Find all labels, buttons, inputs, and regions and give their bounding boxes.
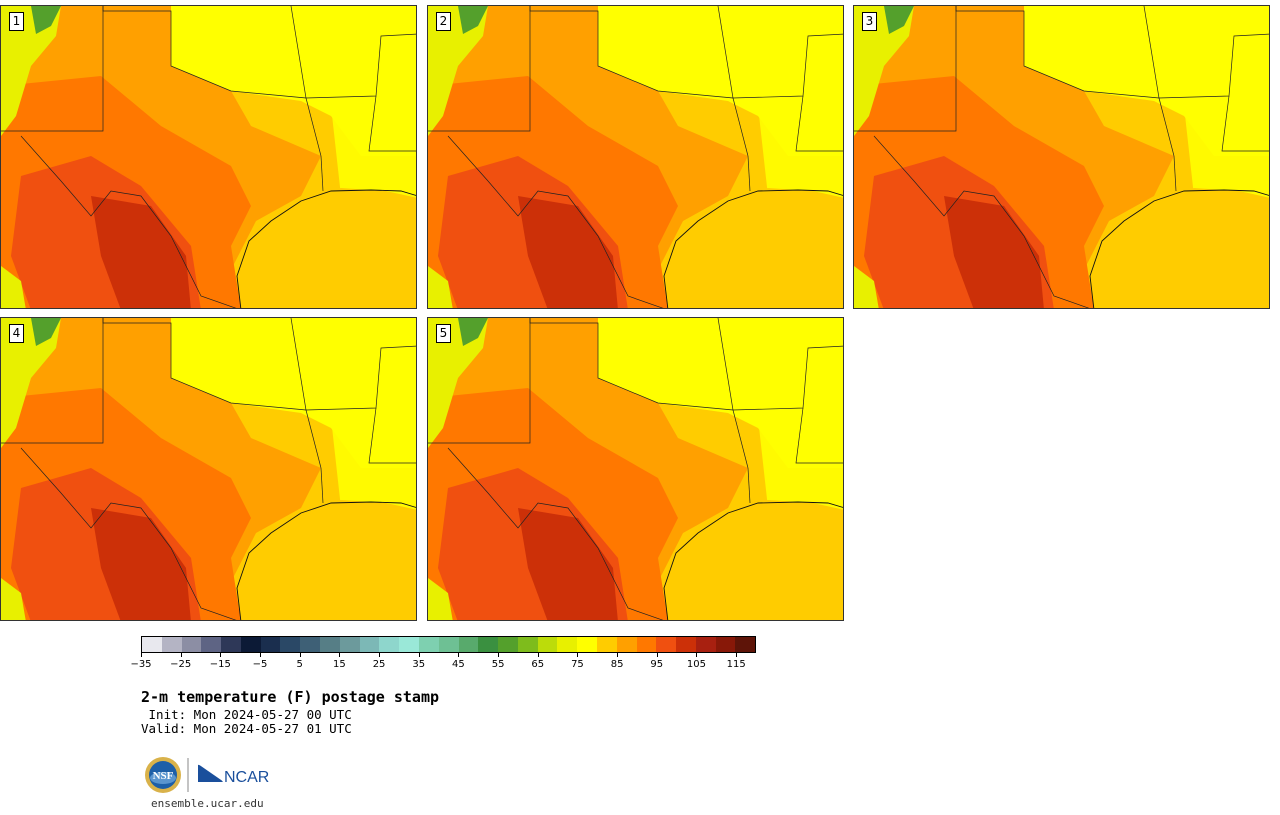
colorbar-tick-label: −35 [130, 659, 152, 670]
colorbar-tick [537, 653, 539, 657]
colorbar-tick [379, 653, 381, 657]
colorbar-tick [736, 653, 738, 657]
ensemble-member-panel-2: 2 [427, 5, 844, 309]
temperature-map [854, 6, 1269, 308]
colorbar-tick [260, 653, 262, 657]
plot-title: 2-m temperature (F) postage stamp [141, 688, 440, 706]
colorbar-segment [260, 637, 281, 652]
member-number: 2 [436, 12, 451, 31]
colorbar-segment [181, 637, 202, 652]
valid-time: Valid: Mon 2024-05-27 01 UTC [141, 721, 352, 736]
colorbar-segment [577, 637, 597, 652]
colorbar-segment [537, 637, 558, 652]
colorbar-tick-label: 55 [491, 659, 505, 670]
ensemble-member-panel-1: 1 [0, 5, 417, 309]
colorbar-tick [458, 653, 460, 657]
colorbar-segment [695, 637, 716, 652]
colorbar-segment [161, 637, 182, 652]
colorbar-segment [715, 637, 736, 652]
ncar-logo-icon: NCAR [197, 763, 269, 786]
colorbar-segment [735, 637, 756, 652]
colorbar-segment [636, 637, 657, 652]
colorbar-tick [656, 653, 658, 657]
colorbar-tick [299, 653, 301, 657]
member-number: 5 [436, 324, 451, 343]
member-number: 3 [862, 12, 877, 31]
ncar-logo-text: NCAR [224, 769, 269, 786]
colorbar-tick-label: 105 [686, 659, 707, 670]
temperature-map [428, 318, 843, 620]
colorbar-ticks: −35 −25 −15 −5 5 15 25 35 45 55 65 75 85 95 105 115 [130, 653, 756, 673]
colorbar-tick-label: 65 [531, 659, 545, 670]
colorbar-tick [220, 653, 222, 657]
colorbar-segment [656, 637, 677, 652]
colorbar-segment [498, 637, 518, 652]
temperature-colorbar [141, 636, 756, 653]
colorbar-segment [418, 637, 439, 652]
colorbar-segment [359, 637, 380, 652]
colorbar-segment [557, 637, 578, 652]
colorbar-tick [180, 653, 182, 657]
colorbar-segment [300, 637, 321, 652]
colorbar-tick-label: −25 [170, 659, 192, 670]
colorbar-segment [280, 637, 301, 652]
colorbar-segment [438, 637, 459, 652]
colorbar-tick [418, 653, 420, 657]
colorbar-segment [616, 637, 637, 652]
colorbar-segment [458, 637, 479, 652]
colorbar-tick-label: 35 [412, 659, 426, 670]
colorbar-segment [201, 637, 222, 652]
colorbar-segment [399, 637, 419, 652]
colorbar-segment [379, 637, 400, 652]
colorbar-segment [240, 637, 261, 652]
ensemble-member-panel-5: 5 [427, 317, 844, 621]
colorbar-segment [221, 637, 241, 652]
colorbar-tick-label: 85 [610, 659, 624, 670]
colorbar-tick [498, 653, 500, 657]
colorbar-tick-label: 75 [571, 659, 584, 670]
colorbar-segment [142, 637, 162, 652]
colorbar-segment [596, 637, 617, 652]
colorbar-tick-label: 95 [650, 659, 664, 670]
colorbar-tick-label: −5 [252, 659, 268, 670]
member-number: 4 [9, 324, 24, 343]
colorbar-tick-label: 25 [372, 659, 386, 670]
temperature-map [1, 318, 416, 620]
colorbar-tick [141, 653, 142, 657]
colorbar-tick [696, 653, 698, 657]
colorbar-tick-label: 45 [452, 659, 465, 670]
colorbar-tick [617, 653, 619, 657]
member-number: 1 [9, 12, 24, 31]
ensemble-member-panel-3: 3 [853, 5, 1270, 309]
colorbar-segment [478, 637, 499, 652]
nsf-logo-text: NSF [153, 770, 174, 782]
temperature-map [1, 6, 416, 308]
colorbar-tick [577, 653, 579, 657]
colorbar-tick-label: 15 [333, 659, 346, 670]
colorbar-segment [676, 637, 696, 652]
colorbar-tick [339, 653, 341, 657]
ensemble-member-panel-4: 4 [0, 317, 417, 621]
colorbar-segment [320, 637, 340, 652]
nsf-logo-icon: NSF [145, 757, 181, 793]
colorbar-segment [517, 637, 538, 652]
colorbar-segment [339, 637, 360, 652]
site-url: ensemble.ucar.edu [151, 797, 264, 810]
init-time: Init: Mon 2024-05-27 00 UTC [141, 707, 352, 722]
colorbar-tick-label: 115 [726, 659, 746, 670]
colorbar-tick-label: 5 [296, 659, 303, 670]
colorbar-tick-label: −15 [209, 659, 231, 670]
logos: NSF NCAR [144, 756, 284, 796]
temperature-map [428, 6, 843, 308]
